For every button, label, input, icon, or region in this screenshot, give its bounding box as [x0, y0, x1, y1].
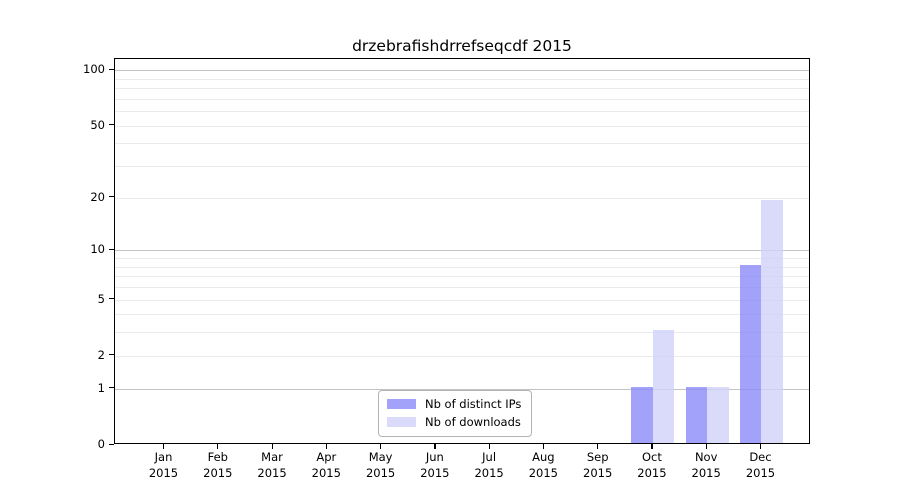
bar-downloads — [652, 330, 675, 443]
x-tick-mark — [217, 444, 219, 449]
y-gridline-minor — [115, 143, 809, 145]
x-tick-label: Sep 2015 — [583, 450, 613, 480]
y-gridline-minor — [115, 111, 809, 113]
y-gridline-minor — [115, 355, 809, 357]
y-tick-mark — [109, 124, 114, 126]
x-tick-mark — [488, 444, 490, 449]
legend-label-distinct-ips: Nb of distinct IPs — [425, 397, 522, 411]
y-gridline-minor — [115, 266, 809, 268]
bar-downloads — [707, 386, 729, 443]
y-gridline-minor — [115, 125, 809, 127]
y-gridline-minor — [115, 314, 809, 316]
x-tick-mark — [651, 444, 653, 449]
y-tick-mark — [109, 387, 114, 389]
y-tick-label: 50 — [90, 117, 105, 132]
x-tick-mark — [163, 444, 165, 449]
y-gridline-minor — [115, 286, 809, 288]
x-tick-mark — [434, 444, 436, 449]
bar-distinct-ips — [685, 386, 708, 443]
x-tick-label: Dec 2015 — [745, 450, 776, 480]
legend-swatch-distinct-ips — [387, 399, 416, 409]
y-tick-label: 5 — [97, 291, 105, 306]
legend-item-distinct-ips: Nb of distinct IPs — [387, 397, 521, 411]
x-tick-label: Jul 2015 — [474, 450, 504, 480]
x-tick-label: Apr 2015 — [311, 450, 341, 480]
y-tick-mark — [109, 298, 114, 300]
bar-downloads — [761, 199, 783, 443]
x-tick-mark — [759, 444, 762, 449]
y-tick-label: 0 — [97, 437, 105, 451]
y-gridline-minor — [115, 166, 809, 168]
x-tick-label: Mar 2015 — [257, 450, 287, 480]
x-tick-label: Nov 2015 — [691, 450, 721, 480]
chart-title: drzebrafishdrrefseqcdf 2015 — [352, 37, 572, 55]
y-gridline-major — [115, 388, 809, 390]
x-tick-label: Aug 2015 — [528, 450, 559, 480]
y-tick-mark — [109, 443, 114, 445]
y-tick-label: 2 — [97, 347, 105, 362]
y-gridline-minor — [115, 98, 809, 100]
y-gridline-minor — [115, 258, 809, 260]
y-gridline-minor — [115, 299, 809, 301]
y-tick-mark — [109, 196, 114, 198]
y-gridline-major — [115, 70, 809, 72]
x-tick-mark — [705, 444, 707, 449]
y-gridline-minor — [115, 88, 809, 90]
y-tick-mark — [109, 248, 114, 250]
y-gridline-major — [115, 250, 809, 252]
y-tick-mark — [109, 68, 114, 70]
x-tick-mark — [325, 444, 327, 449]
legend-label-downloads: Nb of downloads — [425, 415, 521, 429]
x-tick-mark — [597, 444, 599, 449]
x-tick-label: Feb 2015 — [203, 450, 233, 480]
y-gridline-minor — [115, 332, 809, 334]
y-gridline-minor — [115, 78, 809, 80]
y-tick-label: 1 — [97, 380, 105, 395]
plot-area: Nb of distinct IPs Nb of downloads — [114, 58, 810, 444]
bar-distinct-ips — [739, 264, 762, 443]
x-tick-mark — [380, 444, 382, 449]
y-gridline-minor — [115, 276, 809, 278]
legend-item-downloads: Nb of downloads — [387, 415, 521, 429]
x-tick-label: Oct 2015 — [637, 450, 667, 480]
x-tick-mark — [271, 444, 273, 449]
y-gridline-minor — [115, 197, 809, 199]
legend-swatch-downloads — [387, 417, 416, 427]
legend: Nb of distinct IPs Nb of downloads — [378, 390, 533, 437]
bar-distinct-ips — [631, 386, 653, 443]
y-tick-label: 20 — [90, 189, 105, 204]
x-tick-label: Jun 2015 — [420, 450, 450, 480]
x-tick-label: May 2015 — [365, 450, 396, 480]
x-tick-label: Jan 2015 — [148, 450, 179, 480]
y-tick-mark — [109, 354, 114, 356]
x-tick-mark — [542, 444, 545, 449]
y-tick-label: 10 — [90, 242, 105, 257]
y-tick-label: 100 — [83, 62, 105, 77]
